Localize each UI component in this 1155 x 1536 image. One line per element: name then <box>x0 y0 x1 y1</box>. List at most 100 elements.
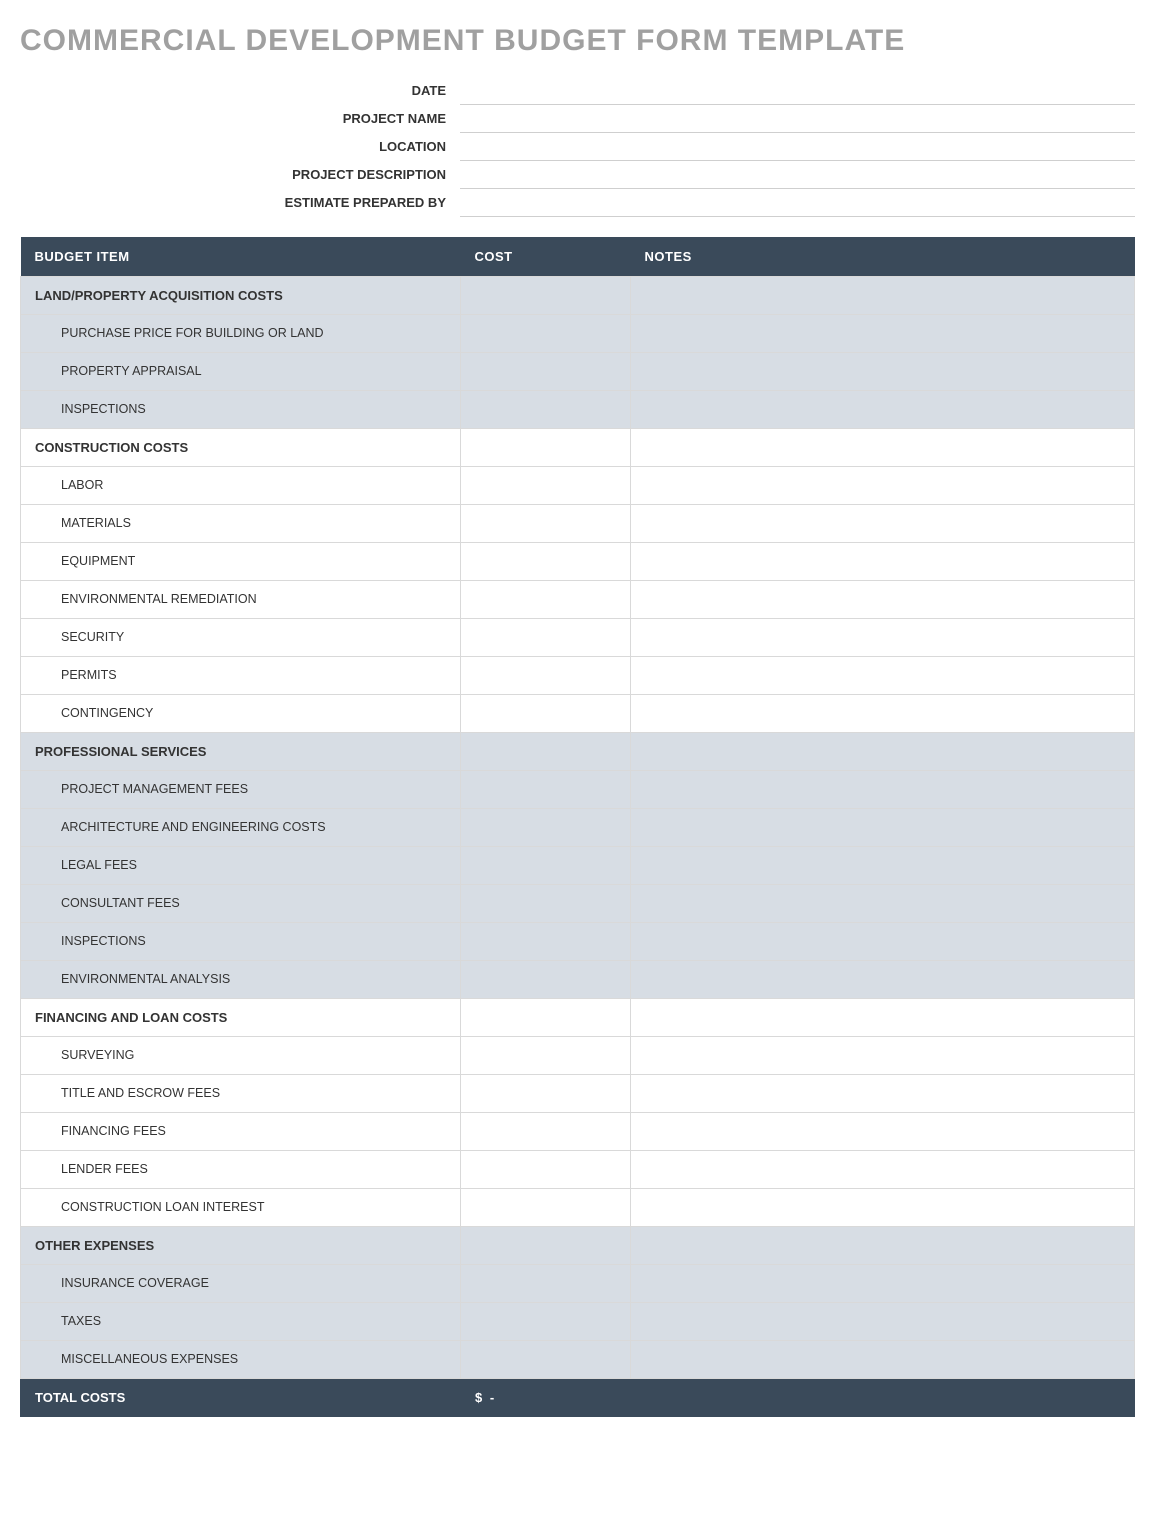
item-cost[interactable] <box>461 542 631 580</box>
meta-input[interactable] <box>460 78 1135 101</box>
meta-input[interactable] <box>460 191 1135 214</box>
item-cost[interactable] <box>461 1150 631 1188</box>
item-row: TAXES <box>21 1302 1135 1340</box>
item-cost[interactable] <box>461 1302 631 1340</box>
section-name: OTHER EXPENSES <box>21 1226 461 1264</box>
item-notes[interactable] <box>631 1150 1135 1188</box>
total-cost: $ - <box>461 1378 631 1416</box>
item-cost[interactable] <box>461 770 631 808</box>
item-cost[interactable] <box>461 1340 631 1378</box>
item-notes[interactable] <box>631 1112 1135 1150</box>
item-cost[interactable] <box>461 656 631 694</box>
item-name: PROPERTY APPRAISAL <box>21 352 461 390</box>
section-notes <box>631 998 1135 1036</box>
item-notes[interactable] <box>631 846 1135 884</box>
item-cost[interactable] <box>461 466 631 504</box>
item-name: FINANCING FEES <box>21 1112 461 1150</box>
section-row: LAND/PROPERTY ACQUISITION COSTS <box>21 276 1135 314</box>
section-name: CONSTRUCTION COSTS <box>21 428 461 466</box>
item-name: EQUIPMENT <box>21 542 461 580</box>
item-name: ENVIRONMENTAL ANALYSIS <box>21 960 461 998</box>
item-row: INSPECTIONS <box>21 390 1135 428</box>
item-notes[interactable] <box>631 352 1135 390</box>
item-cost[interactable] <box>461 884 631 922</box>
meta-input[interactable] <box>460 163 1135 186</box>
item-cost[interactable] <box>461 1264 631 1302</box>
item-cost[interactable] <box>461 352 631 390</box>
section-name: LAND/PROPERTY ACQUISITION COSTS <box>21 276 461 314</box>
item-row: TITLE AND ESCROW FEES <box>21 1074 1135 1112</box>
item-notes[interactable] <box>631 504 1135 542</box>
item-row: CONSTRUCTION LOAN INTEREST <box>21 1188 1135 1226</box>
item-cost[interactable] <box>461 960 631 998</box>
item-notes[interactable] <box>631 390 1135 428</box>
item-cost[interactable] <box>461 390 631 428</box>
item-notes[interactable] <box>631 884 1135 922</box>
item-notes[interactable] <box>631 770 1135 808</box>
item-cost[interactable] <box>461 1112 631 1150</box>
meta-label: LOCATION <box>20 132 460 160</box>
item-notes[interactable] <box>631 960 1135 998</box>
item-row: CONSULTANT FEES <box>21 884 1135 922</box>
item-cost[interactable] <box>461 1188 631 1226</box>
item-cost[interactable] <box>461 618 631 656</box>
item-cost[interactable] <box>461 922 631 960</box>
item-name: CONSULTANT FEES <box>21 884 461 922</box>
item-notes[interactable] <box>631 1188 1135 1226</box>
item-cost[interactable] <box>461 580 631 618</box>
section-notes <box>631 1226 1135 1264</box>
item-cost[interactable] <box>461 1036 631 1074</box>
item-notes[interactable] <box>631 1340 1135 1378</box>
meta-row: LOCATION <box>20 132 1135 160</box>
item-cost[interactable] <box>461 846 631 884</box>
meta-row: ESTIMATE PREPARED BY <box>20 188 1135 216</box>
item-row: ARCHITECTURE AND ENGINEERING COSTS <box>21 808 1135 846</box>
item-notes[interactable] <box>631 618 1135 656</box>
item-notes[interactable] <box>631 808 1135 846</box>
item-notes[interactable] <box>631 580 1135 618</box>
section-name: PROFESSIONAL SERVICES <box>21 732 461 770</box>
item-row: ENVIRONMENTAL REMEDIATION <box>21 580 1135 618</box>
item-name: PERMITS <box>21 656 461 694</box>
item-notes[interactable] <box>631 1074 1135 1112</box>
item-notes[interactable] <box>631 1264 1135 1302</box>
section-cost <box>461 1226 631 1264</box>
item-row: EQUIPMENT <box>21 542 1135 580</box>
item-name: LEGAL FEES <box>21 846 461 884</box>
section-row: PROFESSIONAL SERVICES <box>21 732 1135 770</box>
section-cost <box>461 732 631 770</box>
item-cost[interactable] <box>461 504 631 542</box>
item-notes[interactable] <box>631 314 1135 352</box>
item-notes[interactable] <box>631 1036 1135 1074</box>
item-notes[interactable] <box>631 656 1135 694</box>
item-row: LENDER FEES <box>21 1150 1135 1188</box>
meta-input[interactable] <box>460 107 1135 130</box>
item-cost[interactable] <box>461 694 631 732</box>
section-row: CONSTRUCTION COSTS <box>21 428 1135 466</box>
item-notes[interactable] <box>631 922 1135 960</box>
section-notes <box>631 428 1135 466</box>
total-row: TOTAL COSTS$ - <box>21 1378 1135 1416</box>
item-notes[interactable] <box>631 542 1135 580</box>
item-name: ARCHITECTURE AND ENGINEERING COSTS <box>21 808 461 846</box>
item-cost[interactable] <box>461 1074 631 1112</box>
meta-label: PROJECT DESCRIPTION <box>20 160 460 188</box>
section-name: FINANCING AND LOAN COSTS <box>21 998 461 1036</box>
item-cost[interactable] <box>461 314 631 352</box>
col-header-item: BUDGET ITEM <box>21 237 461 277</box>
meta-input[interactable] <box>460 135 1135 158</box>
item-cost[interactable] <box>461 808 631 846</box>
item-name: PROJECT MANAGEMENT FEES <box>21 770 461 808</box>
total-label: TOTAL COSTS <box>21 1378 461 1416</box>
item-notes[interactable] <box>631 1302 1135 1340</box>
section-notes <box>631 276 1135 314</box>
meta-row: PROJECT DESCRIPTION <box>20 160 1135 188</box>
item-name: MATERIALS <box>21 504 461 542</box>
meta-field <box>460 76 1135 104</box>
meta-row: DATE <box>20 76 1135 104</box>
meta-table: DATEPROJECT NAMELOCATIONPROJECT DESCRIPT… <box>20 76 1135 217</box>
item-notes[interactable] <box>631 694 1135 732</box>
item-notes[interactable] <box>631 466 1135 504</box>
item-name: INSURANCE COVERAGE <box>21 1264 461 1302</box>
meta-label: ESTIMATE PREPARED BY <box>20 188 460 216</box>
